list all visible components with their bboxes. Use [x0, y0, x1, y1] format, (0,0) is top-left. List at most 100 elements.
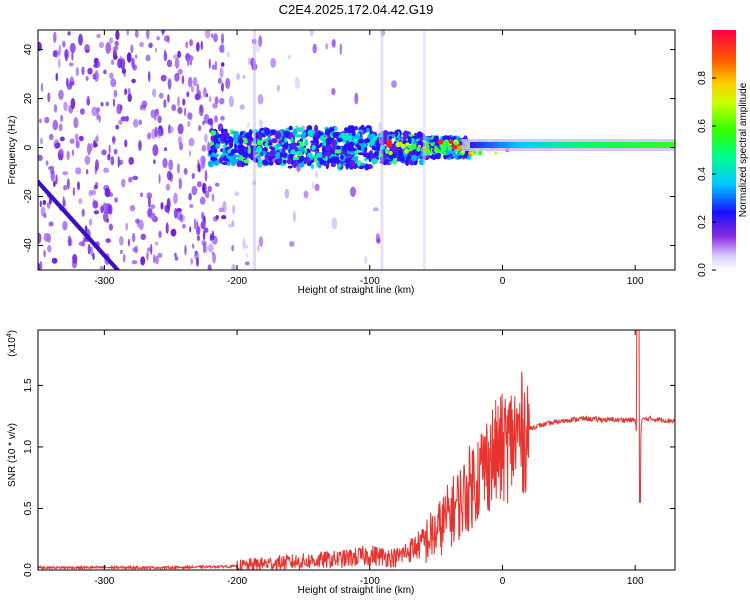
heatmap-cell — [267, 142, 273, 146]
heatmap-cell — [281, 147, 286, 154]
heatmap-cell — [204, 244, 208, 253]
heatmap-cell — [219, 67, 224, 79]
heatmap-cell — [96, 107, 100, 113]
heatmap-cell — [158, 174, 161, 184]
heatmap-cell — [214, 182, 220, 187]
heatmap-cell — [202, 182, 206, 194]
heatmap-cell — [174, 57, 180, 69]
heatmap-cell — [447, 145, 453, 151]
heatmap-cell — [452, 152, 457, 158]
heatmap-cell — [58, 123, 63, 132]
heatmap-cell — [71, 149, 74, 157]
heatmap-cell — [188, 192, 192, 201]
heatmap-cell — [331, 88, 336, 96]
heatmap-cell — [237, 144, 245, 150]
heatmap-cell — [246, 253, 249, 259]
heatmap-cell — [399, 141, 403, 145]
heatmap-cell — [138, 119, 142, 126]
heatmap-cell — [167, 78, 172, 90]
heatmap-cell — [59, 136, 65, 142]
heatmap-cell — [207, 141, 211, 153]
heatmap-cell — [333, 126, 338, 132]
heatmap-cell — [383, 130, 389, 137]
heatmap-cell — [96, 111, 99, 121]
heatmap-cell — [92, 73, 97, 80]
heatmap-cell — [39, 200, 42, 208]
heatmap-cell — [242, 238, 246, 250]
heatmap-cell — [243, 159, 249, 164]
heatmap-y-tick-label: 40 — [23, 44, 34, 56]
heatmap-cell — [366, 127, 370, 133]
heatmap-cell — [189, 204, 194, 208]
heatmap-cell — [43, 250, 46, 258]
heatmap-cell — [357, 160, 362, 167]
heatmap-cell — [223, 134, 227, 143]
heatmap-cell — [339, 43, 343, 56]
heatmap-cell — [69, 76, 75, 87]
heatmap-x-axis-label: Height of straight line (km) — [298, 285, 415, 296]
heatmap-cell — [197, 164, 201, 172]
heatmap-streak — [253, 30, 256, 270]
heatmap-cell — [69, 42, 76, 54]
colorbar: 0.0 0.2 0.4 0.6 0.8 Normalized spectral ampl… — [697, 30, 749, 277]
heatmap-cell — [187, 121, 191, 128]
heatmap-y-tick-label: -40 — [23, 238, 34, 253]
heatmap-cell — [157, 128, 162, 139]
heatmap-cell — [99, 265, 105, 270]
heatmap-cell — [163, 35, 170, 42]
heatmap-cell — [229, 155, 236, 164]
heatmap-cell — [408, 133, 414, 137]
heatmap-cell — [287, 55, 291, 60]
heatmap-cell — [179, 142, 183, 151]
heatmap-cell — [156, 36, 160, 41]
heatmap-cell — [94, 181, 99, 189]
heatmap-cell — [177, 50, 181, 59]
heatmap-cell — [322, 140, 327, 148]
heatmap-cell — [282, 159, 287, 164]
heatmap-cell — [171, 104, 177, 112]
heatmap-cell — [301, 131, 306, 138]
heatmap-cell — [412, 135, 420, 139]
heatmap-x-tick-label: 100 — [627, 276, 644, 287]
heatmap-cell — [214, 96, 219, 105]
heatmap-cell — [177, 68, 183, 75]
heatmap-cell — [247, 138, 252, 146]
heatmap-cell — [92, 252, 95, 261]
heatmap-cell — [354, 92, 359, 105]
heatmap-cell — [337, 137, 343, 143]
heatmap-cell — [276, 143, 281, 148]
heatmap-cell — [117, 156, 120, 168]
line-y-tick-label: 1.5 — [23, 378, 34, 392]
heatmap-cell — [236, 132, 240, 138]
heatmap-cell — [310, 163, 314, 170]
heatmap-cell — [349, 160, 356, 168]
heatmap-cell — [163, 51, 168, 62]
heatmap-cell — [148, 42, 153, 48]
heatmap-cell — [325, 42, 329, 50]
heatmap-cell — [174, 72, 180, 82]
heatmap-plot-area — [38, 30, 675, 270]
heatmap-cell — [202, 120, 205, 126]
heatmap-cell — [388, 150, 393, 156]
heatmap-cell — [119, 236, 124, 246]
heatmap-cell — [174, 256, 179, 261]
line-y-tick-label: 0.0 — [23, 563, 34, 577]
heatmap-cell — [198, 125, 202, 132]
heatmap-cell — [78, 33, 83, 46]
line-y-tick-label: 1.0 — [23, 440, 34, 454]
heatmap-cell — [284, 188, 290, 199]
heatmap-cell — [354, 135, 360, 140]
heatmap-cell — [107, 153, 111, 161]
heatmap-cell — [238, 138, 244, 144]
heatmap-cell — [62, 171, 69, 176]
heatmap-cell — [348, 135, 353, 143]
heatmap-cell — [103, 69, 107, 75]
heatmap-cell — [284, 137, 288, 143]
heatmap-cell — [148, 196, 151, 208]
heatmap-cell — [315, 139, 319, 148]
heatmap-cell — [105, 42, 111, 54]
heatmap-cell — [112, 48, 117, 60]
heatmap-cell — [218, 157, 224, 164]
heatmap-cell — [201, 240, 207, 246]
heatmap-cell — [192, 76, 198, 87]
